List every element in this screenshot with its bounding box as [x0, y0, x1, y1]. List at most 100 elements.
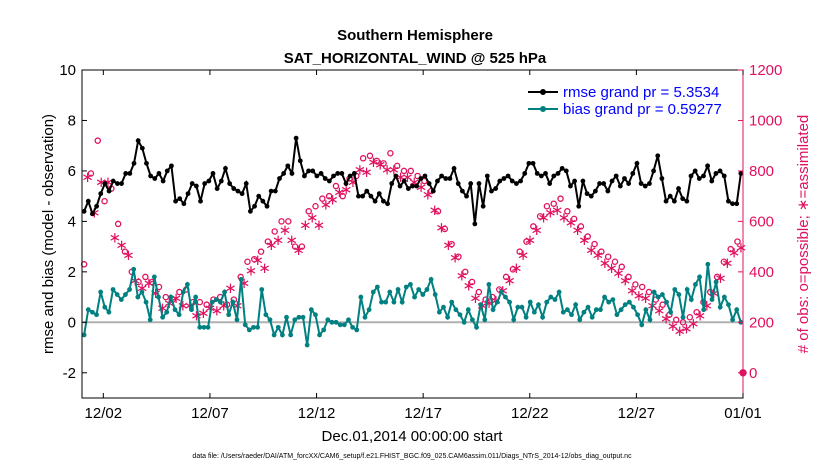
legend-box — [526, 80, 742, 120]
rmse-point — [285, 163, 291, 169]
obs-assimilated-point: ∗ — [313, 216, 326, 234]
bias-point — [713, 279, 719, 285]
rmse-point — [356, 193, 361, 199]
obs-possible-point — [244, 258, 251, 266]
rmse-point — [131, 160, 137, 166]
rmse-point — [613, 173, 619, 179]
obs-possible-point — [632, 281, 639, 288]
bias-point — [593, 307, 599, 313]
bias-point — [143, 299, 149, 305]
bias-point — [197, 324, 203, 330]
rmse-point — [638, 181, 644, 186]
obs-assimilated-point: ∗ — [251, 251, 264, 269]
obs-possible-point — [584, 233, 591, 240]
bias-point — [184, 282, 190, 287]
rmse-point — [559, 166, 565, 171]
rmse-point — [676, 186, 681, 191]
rmse-point — [671, 198, 677, 204]
bias-point — [160, 314, 166, 320]
rmse-point — [272, 188, 278, 194]
bias-series — [81, 261, 744, 348]
bias-point — [391, 299, 397, 305]
rmse-point — [206, 178, 212, 184]
rmse-point — [439, 173, 444, 179]
rmse-point — [173, 198, 178, 204]
obs-assimilated-point: ∗ — [435, 218, 448, 236]
bias-point — [110, 287, 116, 292]
bias-point — [428, 277, 434, 282]
bias-point — [618, 307, 624, 313]
obs-assimilated-point: ∗ — [510, 259, 523, 277]
rmse-point — [651, 168, 656, 174]
bias-point — [709, 297, 715, 302]
bias-point — [341, 322, 347, 328]
obs-possible-point — [325, 192, 333, 200]
rmse-point — [326, 178, 332, 184]
rmse-point — [160, 178, 166, 184]
rmse-point — [588, 193, 594, 199]
obs-assimilated-point: ∗ — [564, 213, 577, 231]
bias-point — [664, 299, 669, 305]
bias-point — [135, 294, 141, 300]
obs-possible-point — [734, 238, 741, 245]
rmse-point — [152, 176, 158, 181]
obs-assimilated-point: ∗ — [136, 279, 149, 297]
rmse-point — [534, 171, 540, 176]
obs-assimilated-point: ∗ — [598, 254, 611, 272]
bias-point — [81, 332, 87, 338]
bias-point — [436, 309, 442, 315]
bias-point — [482, 317, 488, 323]
obs-possible-point — [407, 167, 415, 175]
rmse-point — [734, 201, 740, 207]
bias-point — [672, 287, 678, 292]
rmse-point — [106, 188, 112, 194]
obs-assimilated-point: ∗ — [81, 168, 94, 186]
rmse-point — [630, 171, 636, 176]
bias-point — [222, 289, 227, 295]
rmse-point — [281, 171, 287, 176]
bias-point — [507, 299, 512, 305]
rmse-point — [177, 196, 183, 202]
legend-bias-label: bias grand pr = 0.59277 — [563, 101, 722, 118]
rmse-point — [505, 173, 511, 179]
obs-assimilated-point: ∗ — [340, 181, 353, 199]
bias-point — [441, 304, 446, 310]
bias-point — [552, 297, 558, 302]
chart-title-line1: Southern Hemisphere — [337, 27, 493, 44]
rmse-point — [218, 178, 224, 184]
obs-assimilated-point: ∗ — [367, 153, 380, 171]
bias-point — [490, 307, 496, 313]
obs-assimilated-point: ∗ — [667, 317, 680, 335]
rmse-point — [713, 171, 719, 176]
obs-possible-point — [441, 225, 449, 233]
rmse-point — [655, 153, 661, 159]
bias-point — [374, 284, 380, 290]
rmse-point — [605, 188, 611, 194]
rmse-point — [447, 176, 453, 181]
bias-point — [540, 314, 546, 320]
obs-possible-point — [672, 316, 680, 324]
bias-point — [118, 297, 124, 302]
rmse-point — [414, 183, 420, 189]
bias-point — [296, 314, 302, 320]
obs-possible-point — [604, 253, 612, 260]
bias-point — [432, 292, 438, 297]
obs-assimilated-point: ∗ — [571, 221, 584, 239]
rmse-point — [94, 203, 100, 209]
bias-point — [271, 332, 277, 338]
bias-point — [292, 317, 298, 323]
rmse-point — [277, 176, 282, 181]
rmse-point — [193, 183, 199, 189]
obs-possible-point — [312, 202, 319, 210]
obs-assimilated-point: ∗ — [619, 271, 632, 289]
bias-point — [717, 304, 723, 310]
rmse-point — [468, 181, 474, 186]
rmse-point — [509, 178, 515, 184]
y-right-tick-label: 0 — [749, 365, 757, 382]
bias-point — [350, 324, 356, 330]
rmse-point — [617, 183, 623, 189]
obs-assimilated-point: ∗ — [530, 221, 543, 239]
rmse-point — [247, 208, 253, 214]
obs-assimilated-point: ∗ — [626, 282, 639, 300]
bias-point — [527, 299, 533, 305]
